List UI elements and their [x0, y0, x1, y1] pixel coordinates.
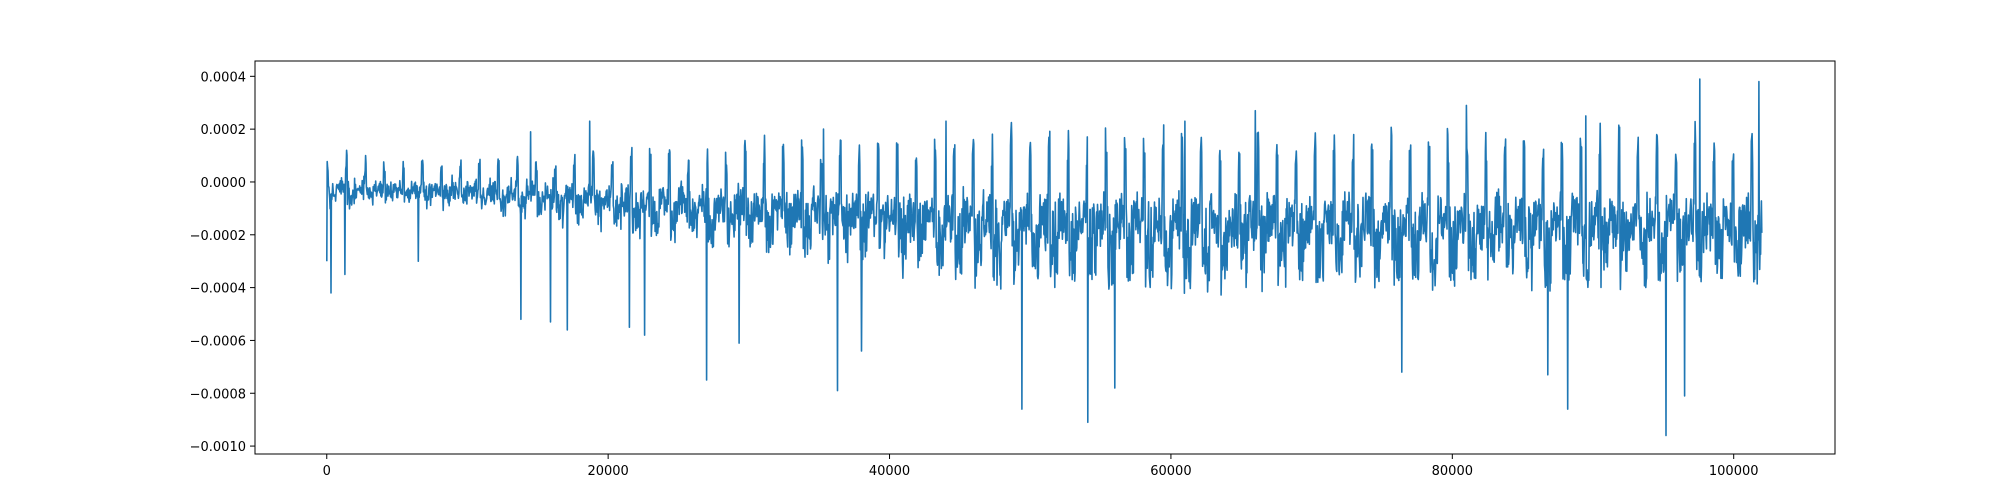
y-tick-label: −0.0002	[190, 229, 246, 244]
y-tick-label: −0.0010	[190, 440, 246, 455]
x-tick-label: 60000	[1150, 464, 1191, 479]
series-line	[326, 78, 1763, 437]
y-tick-label: −0.0008	[190, 387, 246, 402]
y-tick-label: 0.0000	[201, 176, 247, 191]
y-tick-label: 0.0002	[201, 123, 247, 138]
x-tick-label: 100000	[1709, 464, 1759, 479]
y-axis: 0.0004 0.0002 0.0000 −0.0002 −0.0004 −0.0006 −…	[190, 70, 255, 455]
x-tick-label: 0	[323, 464, 331, 479]
y-tick-label: 0.0004	[201, 70, 247, 85]
axes-frame	[254, 60, 1836, 455]
x-axis: 0 20000 40000 60000 80000 100000	[323, 454, 1759, 479]
x-tick-label: 80000	[1432, 464, 1473, 479]
y-tick-label: −0.0006	[190, 334, 246, 349]
x-tick-label: 40000	[869, 464, 910, 479]
series-layer	[326, 78, 1763, 437]
y-tick-label: −0.0004	[190, 282, 246, 297]
x-tick-label: 20000	[587, 464, 628, 479]
